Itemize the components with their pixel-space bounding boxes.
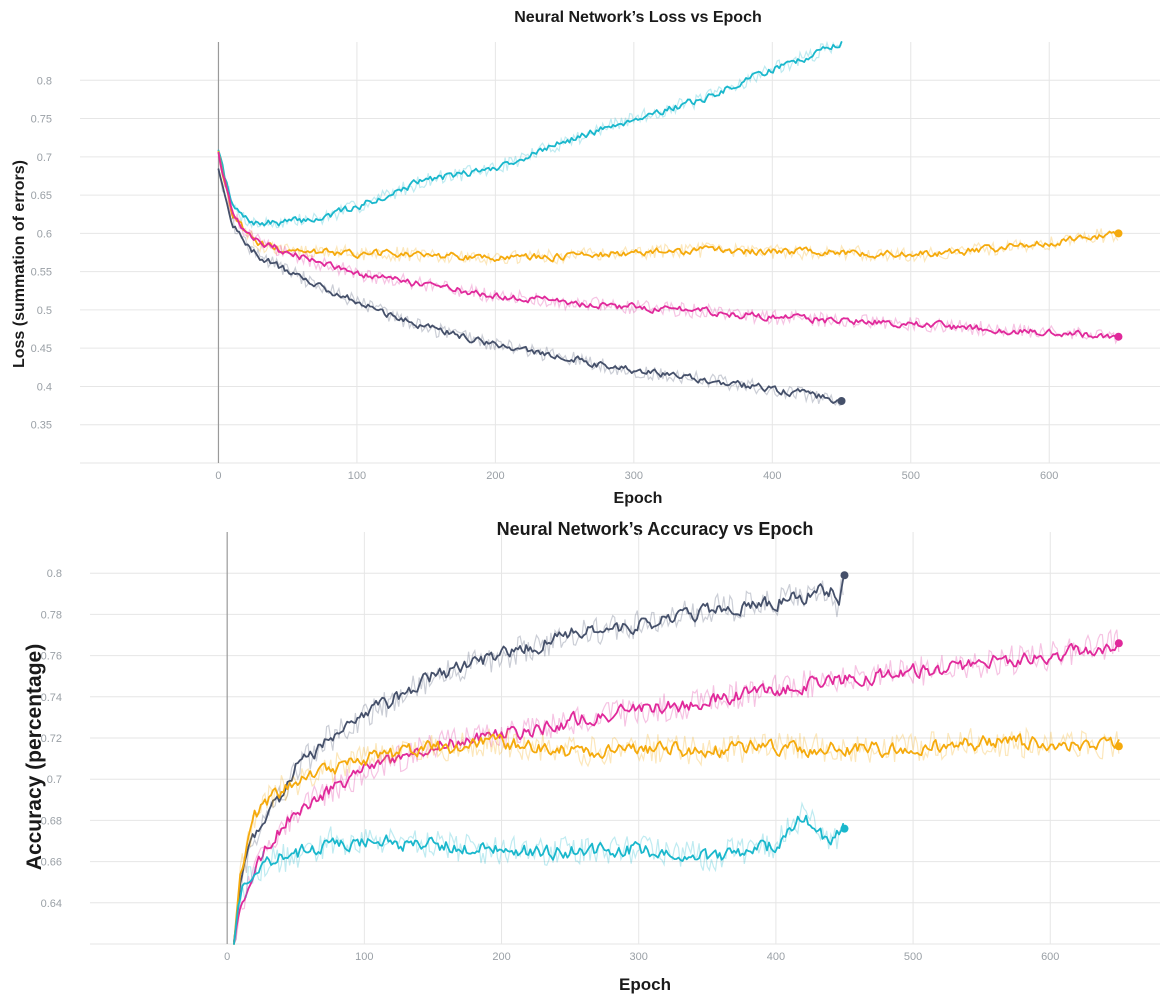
loss-chart-xlabel: Epoch — [614, 490, 663, 507]
accuracy-xtick-label: 600 — [1041, 951, 1059, 963]
accuracy-series-line-orange — [233, 733, 1120, 945]
accuracy-ytick-label: 0.74 — [41, 692, 62, 704]
accuracy-ytick-label: 0.76 — [41, 651, 62, 663]
accuracy-xtick-label: 300 — [630, 951, 648, 963]
loss-series-end-point-orange — [1114, 229, 1123, 238]
accuracy-ytick-label: 0.7 — [47, 774, 62, 786]
accuracy-xtick-label: 100 — [355, 951, 373, 963]
loss-ytick-label: 0.65 — [31, 190, 52, 202]
accuracy-series-raw-magenta — [233, 628, 1120, 945]
loss-ytick-label: 0.6 — [37, 228, 52, 240]
accuracy-series-magenta — [233, 628, 1123, 945]
accuracy-ytick-label: 0.66 — [41, 857, 62, 869]
loss-chart: Neural Network’s Loss vs Epoch Epoch Los… — [11, 9, 1160, 507]
loss-xtick-label: 0 — [215, 470, 221, 482]
loss-ytick-label: 0.45 — [31, 343, 52, 355]
loss-ytick-label: 0.8 — [37, 75, 52, 87]
loss-ytick-label: 0.55 — [31, 267, 52, 279]
loss-series-raw-orange — [218, 156, 1119, 267]
accuracy-series-line-magenta — [233, 639, 1120, 945]
accuracy-grid: 0.64 0.66 0.68 0.7 0.72 0.74 0.76 0.78 0.8 0 100 20… — [41, 532, 1160, 963]
accuracy-series-end-point-magenta — [1114, 639, 1123, 648]
accuracy-series-raw-cyan — [233, 801, 844, 945]
loss-ytick-label: 0.5 — [37, 305, 52, 317]
accuracy-xtick-label: 200 — [492, 951, 510, 963]
accuracy-chart-ylabel: Accuracy (percentage) — [23, 644, 46, 870]
accuracy-ytick-label: 0.78 — [41, 609, 62, 621]
loss-chart-ylabel: Loss (summation of errors) — [11, 160, 28, 368]
loss-ytick-label: 0.75 — [31, 114, 52, 126]
accuracy-xtick-label: 0 — [224, 951, 230, 963]
loss-xtick-label: 500 — [902, 470, 920, 482]
accuracy-ytick-label: 0.64 — [41, 898, 62, 910]
loss-ytick-label: 0.4 — [37, 381, 52, 393]
loss-xtick-label: 200 — [486, 470, 504, 482]
accuracy-series-dark — [233, 571, 849, 945]
loss-series-orange — [217, 150, 1123, 267]
accuracy-series-end-point-cyan — [840, 824, 849, 833]
accuracy-series-raw-dark — [233, 579, 844, 945]
accuracy-series-end-point-orange — [1114, 742, 1123, 751]
loss-series-end-point-dark — [837, 396, 846, 405]
loss-xtick-label: 600 — [1040, 470, 1058, 482]
loss-ytick-label: 0.35 — [31, 420, 52, 432]
loss-series-line-orange — [217, 150, 1119, 263]
loss-series-cyan — [217, 40, 843, 230]
accuracy-chart-xlabel: Epoch — [619, 975, 671, 994]
accuracy-series-cyan — [233, 801, 849, 945]
loss-grid: 0.35 0.4 0.45 0.5 0.55 0.6 0.65 0.7 0.75 0.8 0 100 2… — [31, 42, 1160, 482]
loss-series-line-dark — [217, 168, 843, 404]
loss-series-end-point-magenta — [1114, 332, 1123, 341]
accuracy-series-line-cyan — [233, 814, 844, 945]
accuracy-series-end-point-dark — [840, 571, 849, 580]
loss-series-line-cyan — [217, 41, 843, 227]
loss-series-line-magenta — [217, 151, 1119, 340]
accuracy-xtick-label: 500 — [904, 951, 922, 963]
loss-ytick-label: 0.7 — [37, 152, 52, 164]
loss-series-raw-dark — [217, 171, 842, 407]
accuracy-series-raw-orange — [233, 726, 1120, 945]
loss-series-raw-cyan — [218, 40, 842, 230]
accuracy-ytick-label: 0.72 — [41, 733, 62, 745]
loss-chart-title: Neural Network’s Loss vs Epoch — [514, 9, 761, 26]
loss-xtick-label: 100 — [348, 470, 366, 482]
accuracy-series-line-dark — [233, 578, 844, 943]
accuracy-ytick-label: 0.68 — [41, 815, 62, 827]
loss-series-dark — [217, 168, 846, 407]
loss-series-magenta — [217, 151, 1123, 345]
loss-chart-plot-area: 0.35 0.4 0.45 0.5 0.55 0.6 0.65 0.7 0.75 0.8 0 100 2… — [31, 40, 1160, 482]
accuracy-chart-plot-area: 0.64 0.66 0.68 0.7 0.72 0.74 0.76 0.78 0.8 0 100 20… — [41, 532, 1160, 963]
accuracy-ytick-label: 0.8 — [47, 568, 62, 580]
accuracy-xtick-label: 400 — [767, 951, 785, 963]
loss-xtick-label: 400 — [763, 470, 781, 482]
accuracy-chart-title: Neural Network’s Accuracy vs Epoch — [497, 519, 814, 539]
loss-xtick-label: 300 — [625, 470, 643, 482]
accuracy-series-orange — [233, 726, 1123, 945]
accuracy-chart: Neural Network’s Accuracy vs Epoch Epoch… — [23, 519, 1160, 994]
